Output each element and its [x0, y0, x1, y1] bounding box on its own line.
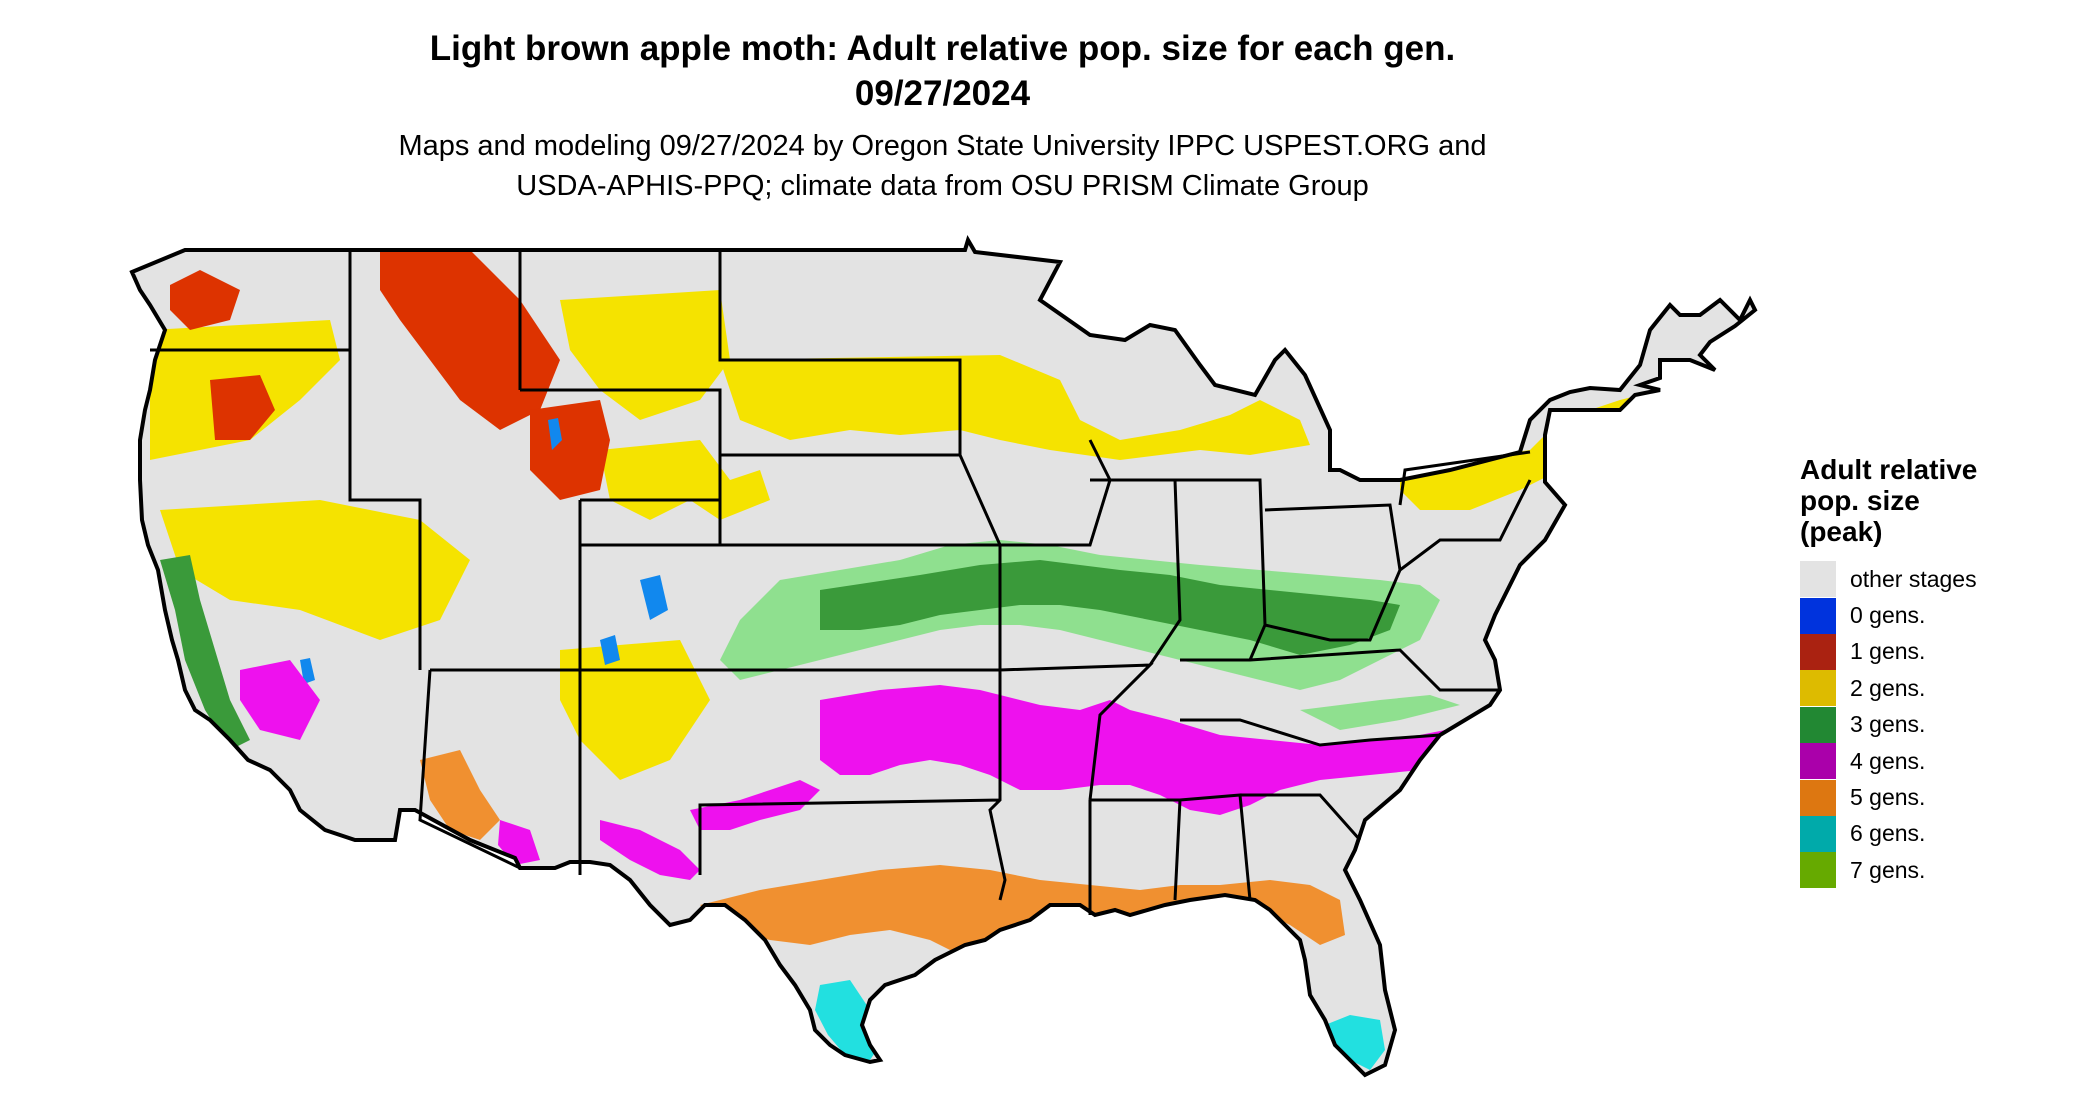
legend-title: Adult relative pop. size (peak): [1800, 454, 2080, 547]
region-0-gens: [300, 418, 668, 684]
legend-item-6-gens: 6 gens.: [1800, 815, 2080, 852]
legend-swatch: [1800, 779, 1836, 816]
legend-item-4-gens: 4 gens.: [1800, 743, 2080, 780]
legend-title-line: (peak): [1800, 516, 1883, 547]
legend-label: 4 gens.: [1850, 747, 1926, 774]
legend-item-2-gens: 2 gens.: [1800, 670, 2080, 707]
legend-swatch: [1800, 815, 1836, 852]
state-borders: [150, 250, 1532, 915]
subtitle-line-2: USDA-APHIS-PPQ; climate data from OSU PR…: [516, 170, 1369, 202]
legend-title-line: Adult relative: [1800, 454, 1978, 485]
map-title: Light brown apple moth: Adult relative p…: [0, 26, 1885, 116]
map-subtitle: Maps and modeling 09/27/2024 by Oregon S…: [0, 126, 1885, 206]
region-6-gens: [815, 980, 1385, 1070]
legend-title-line: pop. size: [1800, 485, 1920, 516]
legend-swatch: [1800, 706, 1836, 743]
legend-label: 7 gens.: [1850, 856, 1926, 883]
legend-swatch: [1800, 670, 1836, 707]
region-5-gens: [420, 750, 1345, 955]
legend-swatch: [1800, 852, 1836, 889]
legend-item-3-gens: 3 gens.: [1800, 706, 2080, 743]
legend-label: 6 gens.: [1850, 820, 1926, 847]
legend-item-0-gens: 0 gens.: [1800, 597, 2080, 634]
legend-label: 1 gens.: [1850, 638, 1926, 665]
region-2-gens: [150, 290, 1710, 780]
legend-swatch: [1800, 633, 1836, 670]
legend-label: 2 gens.: [1850, 674, 1926, 701]
legend-label: 0 gens.: [1850, 602, 1926, 629]
legend-item-other-stages: other stages: [1800, 561, 2080, 598]
region-3-gens-light: [720, 540, 1460, 730]
legend: Adult relative pop. size (peak) other st…: [1800, 454, 2080, 889]
title-line-2: 09/27/2024: [854, 74, 1031, 113]
subtitle-line-1: Maps and modeling 09/27/2024 by Oregon S…: [398, 130, 1487, 162]
legend-swatch: [1800, 743, 1836, 780]
legend-swatch: [1800, 597, 1836, 634]
legend-item-1-gens: 1 gens.: [1800, 633, 2080, 670]
legend-label: 5 gens.: [1850, 784, 1926, 811]
legend-item-5-gens: 5 gens.: [1800, 779, 2080, 816]
region-3-gens: [160, 555, 1400, 750]
title-line-1: Light brown apple moth: Adult relative p…: [429, 29, 1456, 68]
legend-label: other stages: [1850, 565, 1977, 592]
legend-swatch: [1800, 561, 1836, 598]
generation-regions: [150, 250, 1710, 1070]
legend-label: 3 gens.: [1850, 711, 1926, 738]
legend-item-7-gens: 7 gens.: [1800, 852, 2080, 889]
